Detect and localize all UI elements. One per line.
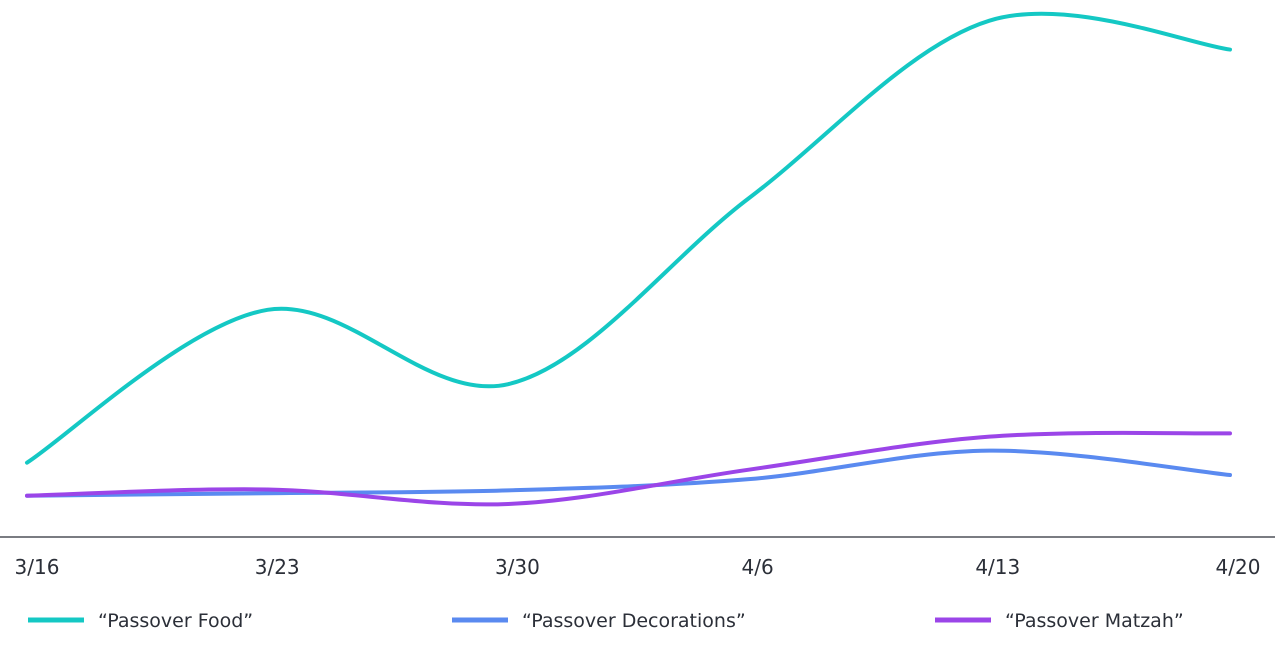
legend-item-1: “Passover Decorations”: [452, 610, 746, 632]
series-line-2: [25, 430, 1232, 507]
x-tick-label: 4/6: [742, 555, 774, 579]
legend-item-0: “Passover Food”: [28, 610, 253, 632]
x-tick-labels: 3/16 3/23 3/30 4/6 4/13 4/20: [15, 555, 1261, 579]
legend-label: “Passover Decorations”: [522, 610, 746, 632]
x-tick-label: 3/23: [255, 555, 300, 579]
legend-item-2: “Passover Matzah”: [935, 610, 1184, 632]
legend-label: “Passover Matzah”: [1005, 610, 1184, 632]
series-line-0: [25, 11, 1232, 465]
x-tick-label: 4/20: [1216, 555, 1261, 579]
series-layer: [25, 11, 1232, 507]
legend: “Passover Food” “Passover Decorations” “Pa…: [28, 610, 1184, 632]
x-tick-label: 3/16: [15, 555, 60, 579]
x-tick-label: 3/30: [495, 555, 540, 579]
legend-label: “Passover Food”: [98, 610, 253, 632]
series-line-1: [25, 448, 1232, 498]
x-tick-label: 4/13: [975, 555, 1020, 579]
